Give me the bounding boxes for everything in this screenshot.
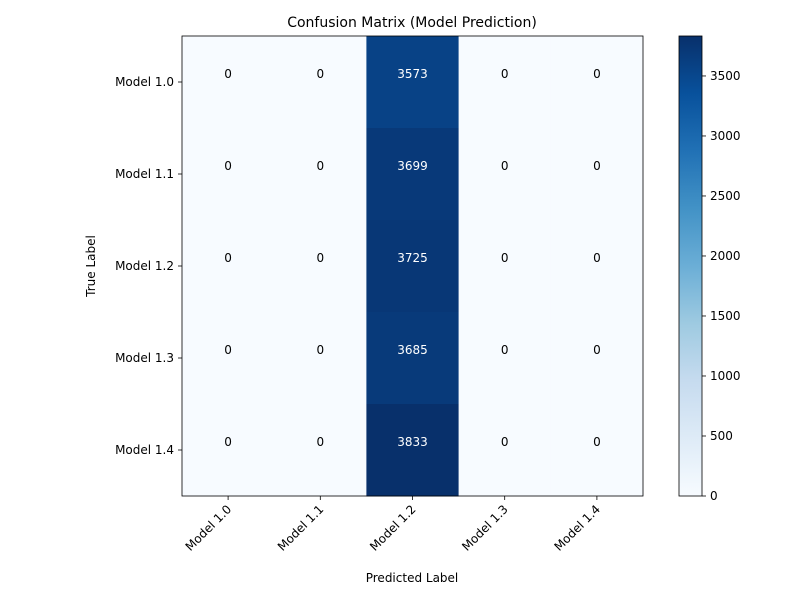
cell-value-label: 0 (593, 435, 601, 449)
colorbar-tick-label: 2500 (710, 189, 741, 203)
x-tick-label: Model 1.3 (459, 502, 511, 554)
heatmap-cell (274, 36, 367, 129)
heatmap-cell (366, 220, 460, 313)
y-axis: Model 1.0 Model 1.1 Model 1.2 Model 1.3 Mode… (115, 75, 182, 457)
cell-value-label: 0 (224, 435, 232, 449)
colorbar-tick-label: 3500 (710, 69, 741, 83)
colorbar-tick-label: 1500 (710, 309, 741, 323)
heatmap-cell (550, 128, 644, 221)
colorbar-tick-label: 3000 (710, 129, 741, 143)
cell-value-label: 0 (501, 435, 509, 449)
y-tick-label: Model 1.1 (115, 167, 174, 181)
heatmap-cell (366, 128, 460, 221)
colorbar-gradient (678, 35, 703, 497)
chart-title: Confusion Matrix (Model Prediction) (287, 15, 537, 31)
heatmap-cell (458, 312, 552, 405)
heatmap-cell (182, 312, 275, 405)
heatmap-cell (182, 404, 275, 497)
heatmap-cell (458, 36, 552, 129)
cell-value-label: 0 (224, 159, 232, 173)
cell-value-label: 0 (593, 67, 601, 81)
heatmap-cell (458, 404, 552, 497)
x-tick-label: Model 1.1 (275, 502, 327, 554)
heatmap-cell (366, 36, 460, 129)
x-axis: Model 1.0 Model 1.1 Model 1.2 Model 1.3 Mode… (183, 496, 603, 554)
heatmap-cells (182, 36, 644, 497)
cell-value-label: 0 (593, 251, 601, 265)
heatmap-cell (182, 128, 275, 221)
heatmap-cell (366, 404, 460, 497)
cell-value-label: 3699 (397, 159, 428, 173)
heatmap-cell (274, 312, 367, 405)
cell-value-label: 0 (316, 67, 324, 81)
cell-value-label: 3725 (397, 251, 428, 265)
x-axis-label: Predicted Label (366, 571, 459, 585)
cell-value-label: 0 (316, 435, 324, 449)
heatmap-cell (274, 220, 367, 313)
x-tick-label: Model 1.4 (551, 502, 603, 554)
cell-value-label: 0 (224, 343, 232, 357)
cell-value-label: 3685 (397, 343, 428, 357)
heatmap-cell (182, 36, 275, 129)
heatmap-cell (550, 36, 644, 129)
cell-value-label: 0 (316, 251, 324, 265)
x-tick-label: Model 1.0 (183, 502, 235, 554)
y-tick-label: Model 1.0 (115, 75, 174, 89)
cell-value-label: 0 (316, 343, 324, 357)
heatmap-cell (550, 220, 644, 313)
heatmap-cell (550, 404, 644, 497)
colorbar-tick-label: 0 (710, 489, 718, 503)
colorbar: 0 500 1000 1500 2000 2500 3000 3500 (678, 35, 741, 503)
heatmap-cell (458, 220, 552, 313)
cell-value-label: 0 (593, 159, 601, 173)
heatmap-cell (458, 128, 552, 221)
x-tick-label: Model 1.2 (367, 502, 419, 554)
y-axis-label: True Label (84, 235, 98, 298)
cell-value-label: 0 (501, 251, 509, 265)
heatmap-cell (274, 128, 367, 221)
y-tick-label: Model 1.2 (115, 259, 174, 273)
colorbar-tick-label: 1000 (710, 369, 741, 383)
heatmap-cell (366, 312, 460, 405)
cell-value-label: 0 (501, 343, 509, 357)
cell-value-label: 0 (224, 251, 232, 265)
y-tick-label: Model 1.4 (115, 443, 174, 457)
heatmap-cell (182, 220, 275, 313)
cell-value-label: 0 (316, 159, 324, 173)
cell-value-label: 0 (501, 159, 509, 173)
cell-value-label: 3833 (397, 435, 428, 449)
cell-value-label: 0 (224, 67, 232, 81)
heatmap-cell (550, 312, 644, 405)
cell-value-label: 0 (501, 67, 509, 81)
colorbar-tick-label: 500 (710, 429, 733, 443)
heatmap-cell (274, 404, 367, 497)
colorbar-tick-label: 2000 (710, 249, 741, 263)
cell-value-label: 0 (593, 343, 601, 357)
cell-value-labels: 0 0 3573 0 0 0 0 3699 0 0 0 0 3725 0 0 0 0 3685 0 0 0 0 3833 0 0 (224, 67, 600, 449)
cell-value-label: 3573 (397, 67, 428, 81)
y-tick-label: Model 1.3 (115, 351, 174, 365)
